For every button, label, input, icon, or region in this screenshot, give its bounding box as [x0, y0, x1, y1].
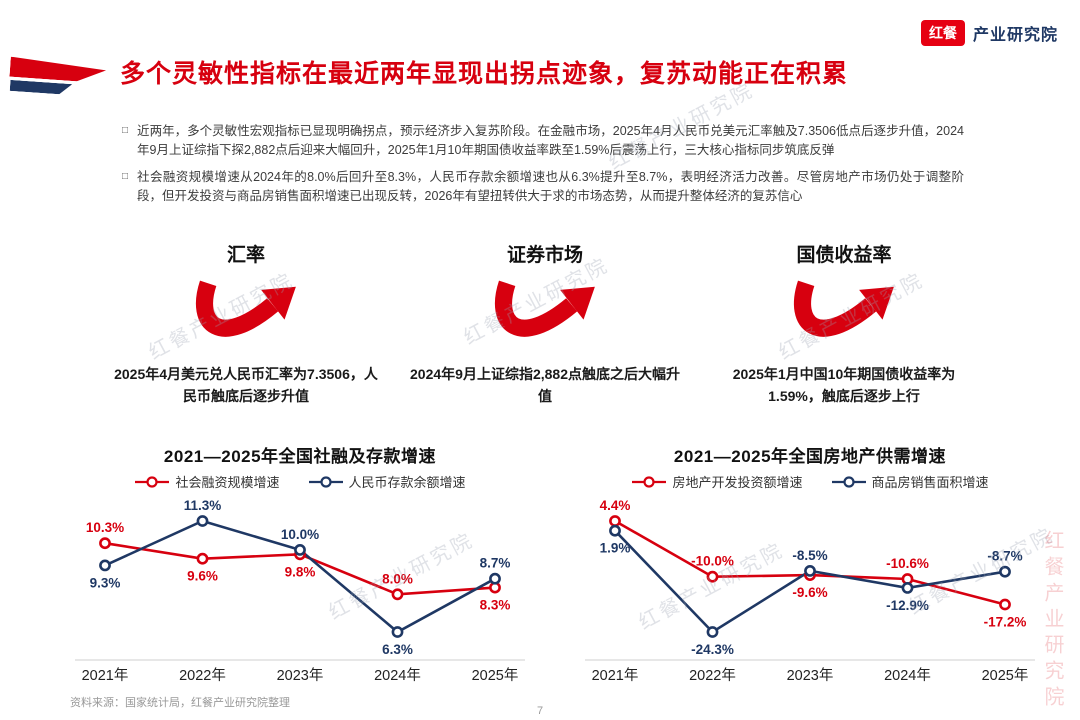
svg-text:6.3%: 6.3%: [382, 642, 413, 657]
indicator-exchange-rate: 汇率 2025年4月美元兑人民币汇率为7.3506，人民币触底后逐步升值: [110, 240, 382, 408]
chart-title: 2021—2025年全国社融及存款增速: [163, 447, 437, 466]
bullet-item: □ 社会融资规模增速从2024年的8.0%后回升至8.3%，人民币存款余额增速也…: [122, 168, 964, 207]
bullet-text: 社会融资规模增速从2024年的8.0%后回升至8.3%，人民币存款余额增速也从6…: [137, 169, 964, 204]
indicator-caption: 2025年1月中国10年期国债收益率为1.59%，触底后逐步上行: [732, 366, 956, 405]
chart-title: 2021—2025年全国房地产供需增速: [673, 447, 947, 466]
legend-item: 人民币存款余额增速: [308, 472, 466, 491]
source-note: 资料来源：国家统计局，红餐产业研究院整理: [70, 697, 290, 709]
svg-text:-8.7%: -8.7%: [987, 549, 1022, 564]
legend-item: 商品房销售面积增速: [831, 472, 989, 491]
title-ribbon-red: [9, 57, 106, 84]
line-chart-plot: 4.4% -10.0% -9.6% -10.6% -17.2% 1.9% -24.3% -8.…: [570, 493, 1050, 693]
svg-text:1.9%: 1.9%: [600, 541, 631, 556]
svg-text:4.4%: 4.4%: [600, 498, 631, 513]
indicator-row: 汇率 2025年4月美元兑人民币汇率为7.3506，人民币触底后逐步升值 证券市…: [110, 240, 980, 408]
svg-text:8.3%: 8.3%: [480, 598, 511, 613]
svg-text:-10.6%: -10.6%: [886, 556, 929, 571]
svg-text:9.3%: 9.3%: [90, 575, 121, 590]
indicator-bond-yield: 国债收益率 2025年1月中国10年期国债收益率为1.59%，触底后逐步上行: [708, 240, 980, 408]
bullet-list: □ 近两年，多个灵敏性宏观指标已显现明确拐点，预示经济步入复苏阶段。在金融市场，…: [122, 122, 964, 214]
page-number: 7: [536, 705, 544, 717]
charts-row: 2021—2025年全国社融及存款增速 社会融资规模增速 人民币存款余额增速 1…: [60, 442, 1050, 693]
svg-text:2025年: 2025年: [982, 667, 1029, 684]
brand-logo: 红餐 产业研究院: [920, 20, 1058, 46]
svg-text:-8.5%: -8.5%: [792, 548, 827, 563]
svg-text:8.0%: 8.0%: [382, 571, 413, 586]
indicator-caption: 2024年9月上证综指2,882点触底之后大幅升值: [410, 366, 680, 405]
title-ribbon-navy: [10, 80, 73, 95]
svg-text:8.7%: 8.7%: [480, 556, 511, 571]
square-bullet-icon: □: [122, 125, 129, 136]
chart-legend: 房地产开发投资额增速 商品房销售面积增速: [570, 472, 1050, 491]
chart-social-financing-deposits: 2021—2025年全国社融及存款增速 社会融资规模增速 人民币存款余额增速 1…: [60, 442, 540, 693]
line-chart-plot: 10.3% 9.6% 9.8% 8.0% 8.3% 9.3% 11.3% 10.0% 6.3% 8…: [60, 493, 540, 693]
chart-legend: 社会融资规模增速 人民币存款余额增速: [60, 472, 540, 491]
svg-text:10.0%: 10.0%: [281, 527, 319, 542]
legend-label: 房地产开发投资额增速: [672, 475, 803, 490]
indicator-title: 汇率: [226, 245, 265, 266]
indicator-title: 国债收益率: [796, 245, 892, 266]
svg-text:9.8%: 9.8%: [285, 564, 316, 579]
svg-text:2024年: 2024年: [374, 667, 421, 684]
bullet-text: 近两年，多个灵敏性宏观指标已显现明确拐点，预示经济步入复苏阶段。在金融市场，20…: [137, 124, 964, 158]
logo-badge: 红餐: [920, 20, 965, 46]
svg-text:2022年: 2022年: [179, 667, 226, 684]
bullet-item: □ 近两年，多个灵敏性宏观指标已显现明确拐点，预示经济步入复苏阶段。在金融市场，…: [122, 122, 964, 161]
legend-item: 社会融资规模增速: [134, 472, 280, 491]
svg-text:2023年: 2023年: [787, 667, 834, 684]
svg-text:-9.6%: -9.6%: [792, 585, 827, 600]
svg-text:2021年: 2021年: [82, 667, 129, 684]
legend-line-marker-blue-icon: [831, 475, 866, 488]
upward-trend-arrow-icon: [793, 280, 894, 337]
square-bullet-icon: □: [122, 170, 129, 182]
svg-text:-12.9%: -12.9%: [886, 598, 929, 613]
svg-text:2021年: 2021年: [592, 667, 639, 684]
svg-text:2022年: 2022年: [689, 667, 736, 684]
svg-text:2024年: 2024年: [884, 667, 931, 684]
logo-name: 产业研究院: [972, 27, 1058, 44]
svg-text:2023年: 2023年: [277, 667, 324, 684]
page-title: 多个灵敏性指标在最近两年显现出拐点迹象，复苏动能正在积累: [120, 60, 849, 88]
svg-text:9.6%: 9.6%: [187, 569, 218, 584]
svg-text:11.3%: 11.3%: [184, 498, 222, 513]
legend-label: 商品房销售面积增速: [871, 475, 989, 490]
legend-line-marker-red-icon: [135, 475, 170, 488]
svg-text:10.3%: 10.3%: [86, 520, 124, 535]
legend-line-marker-red-icon: [632, 475, 667, 488]
svg-text:2025年: 2025年: [472, 667, 519, 684]
indicator-caption: 2025年4月美元兑人民币汇率为7.3506，人民币触底后逐步升值: [114, 366, 378, 405]
indicator-stock-market: 证券市场 2024年9月上证综指2,882点触底之后大幅升值: [409, 240, 681, 408]
legend-label: 社会融资规模增速: [175, 475, 280, 490]
svg-text:-24.3%: -24.3%: [691, 642, 734, 657]
svg-text:-17.2%: -17.2%: [984, 615, 1027, 630]
svg-text:-10.0%: -10.0%: [691, 554, 734, 569]
upward-trend-arrow-icon: [494, 280, 595, 337]
legend-line-marker-blue-icon: [308, 475, 343, 488]
chart-real-estate-supply-demand: 2021—2025年全国房地产供需增速 房地产开发投资额增速 商品房销售面积增速…: [570, 442, 1050, 693]
legend-item: 房地产开发投资额增速: [631, 472, 803, 491]
upward-trend-arrow-icon: [195, 280, 296, 337]
legend-label: 人民币存款余额增速: [348, 475, 466, 490]
indicator-title: 证券市场: [506, 245, 583, 266]
